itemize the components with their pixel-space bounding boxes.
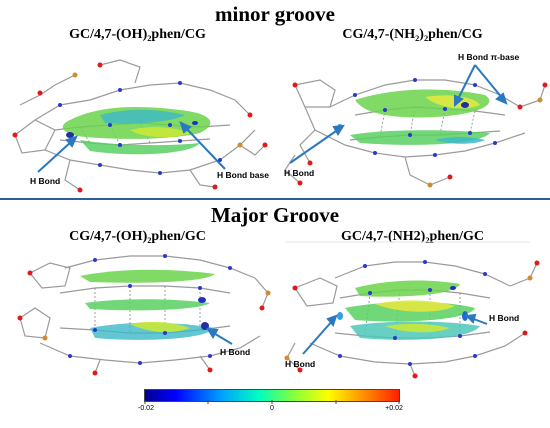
color-scale-ticks <box>144 400 400 404</box>
section-divider <box>0 198 550 200</box>
panel-4-hbond-right-label: H Bond <box>489 313 520 323</box>
color-scale-min-label: -0.02 <box>138 405 154 412</box>
panel-3-molecule <box>17 254 271 376</box>
panel-2-molecule <box>284 64 548 188</box>
nci-surface-panel-1 <box>62 107 211 155</box>
nci-surface-panel-3 <box>80 269 215 340</box>
panel-1-molecule <box>12 59 268 193</box>
panel-2-title: CG/4,7-(NH₂)₂phen/CG <box>342 27 483 42</box>
nci-surface-panel-4 <box>337 280 480 340</box>
panel-1-hbond-base-label: H Bond base <box>217 170 269 180</box>
major-groove-title: Major Groove <box>210 203 340 227</box>
color-scale-max-label: +0.02 <box>385 405 403 412</box>
panel-2-hbond-pi-base-label: H Bond π-base <box>458 52 520 62</box>
panel-2-hbond-label: H Bond <box>284 168 315 178</box>
color-scale-zero-label: 0 <box>270 405 274 412</box>
panel-1-title: GC/4,7-(OH)₂phen/CG <box>69 27 206 42</box>
panel-1-hbond-label: H Bond <box>30 176 61 186</box>
panel-3-title: CG/4,7-(OH)₂phen/GC <box>69 229 206 244</box>
panel-4-hbond-left-label: H Bond <box>285 359 316 369</box>
panel-3-hbond-label: H Bond <box>220 347 251 357</box>
panel-4-molecule <box>284 241 540 379</box>
panel-4-title: GC/4,7-(NH2)₂phen/GC <box>340 229 485 244</box>
minor-groove-title: minor groove <box>215 2 335 26</box>
nci-surface-panel-2 <box>337 89 490 145</box>
